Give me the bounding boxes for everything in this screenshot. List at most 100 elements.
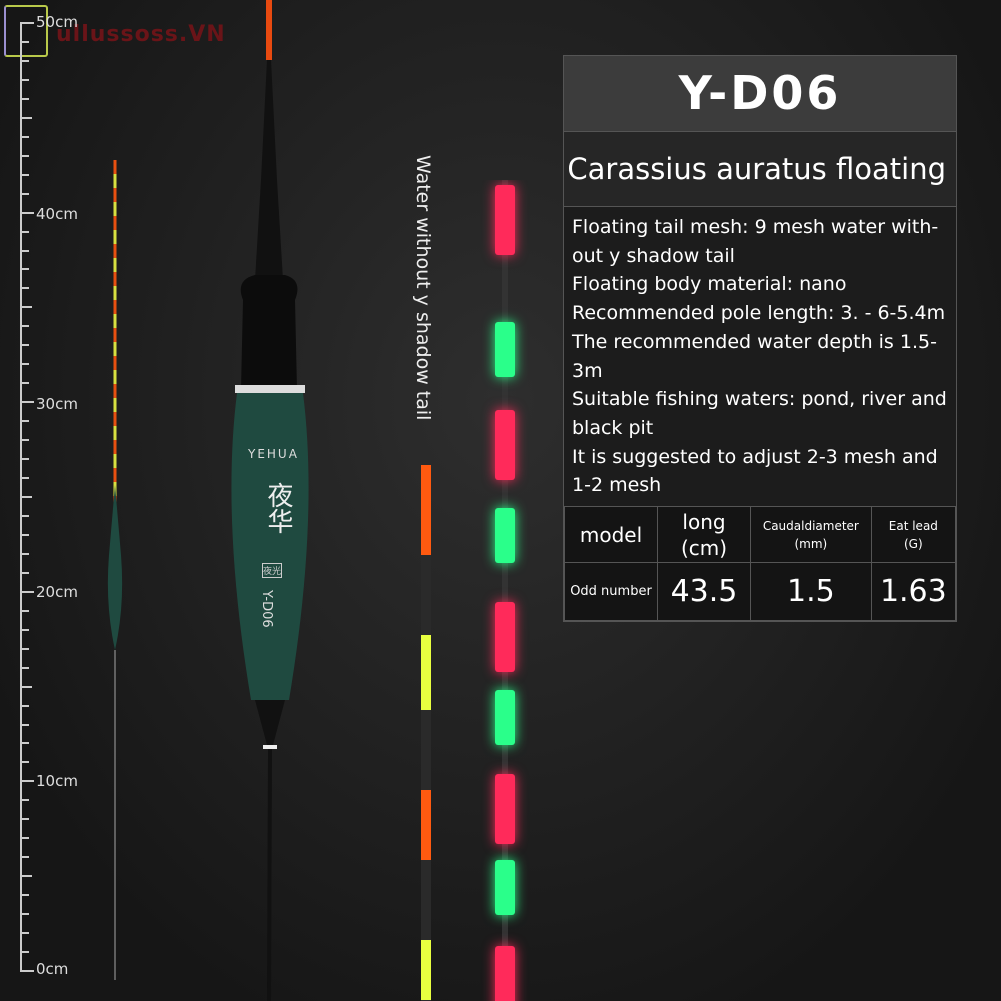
float-chinese-tag: 夜光 [262,563,283,578]
ruler-tick [20,818,29,821]
ruler-tick [20,552,29,555]
ruler-tick [20,78,29,81]
glow-segment [495,410,515,480]
float-model: Y-D06 [259,590,274,628]
glow-segment [495,508,515,563]
ruler-label: 30cm [36,395,78,413]
ruler-tick [20,609,29,612]
header-main: long [682,509,726,534]
ruler-tick [20,382,29,385]
spec-list: Floating tail mesh: 9 mesh water with-ou… [564,207,956,507]
glow-segment [495,185,515,255]
spec-item: Recommended pole length: 3. - 6-5.4m [572,302,946,325]
float-brand: YEHUA [248,447,299,461]
small-float-image [107,160,123,980]
ruler-label: 0cm [36,960,69,978]
ruler-tick [20,116,32,119]
cell-eat-lead: 1.63 [870,562,957,622]
ruler-label: 40cm [36,205,78,223]
ruler-tick [20,571,29,574]
large-float-image [231,0,309,1001]
ruler-tick [20,723,29,726]
ruler-tick [20,211,34,214]
ruler-tick [20,704,29,707]
ruler-tick [20,780,34,783]
spec-table: model long (cm) Caudaldiameter (mm) Eat le… [564,506,957,622]
ruler-tick [20,268,29,271]
tail-stick-image [421,450,431,1001]
ruler-tick [20,325,29,328]
ruler-tick [20,590,34,593]
ruler-tick [20,458,29,461]
spec-panel: Y-D06 Carassius auratus floating Floatin… [563,55,957,623]
header-long: long (cm) [657,506,751,564]
glow-segment [495,860,515,915]
ruler-tick [20,913,29,916]
ruler-tick [20,363,29,366]
ruler-tick [20,666,29,669]
tail-caption: Water without y shadow tail [412,155,434,421]
ruler-tick [20,40,29,43]
ruler-tick [20,837,29,840]
ruler-tick [20,344,29,347]
model-title: Y-D06 [564,56,956,132]
watermark: ullussoss.VN [56,22,226,47]
spec-item: It is suggested to adjust 2-3 mesh and 1… [572,445,938,497]
ruler-tick [20,799,29,802]
glow-segment [495,322,515,377]
header-caudal-diameter: Caudaldiameter (mm) [750,506,872,564]
glow-segment [495,774,515,844]
ruler-tick [20,287,29,290]
header-main: Caudaldiameter [762,518,859,533]
ruler-tick [20,477,29,480]
cell-caudal-diameter: 1.5 [750,562,872,622]
ruler-tick [20,135,29,138]
ruler-tick [20,514,29,517]
ruler-tick [20,230,29,233]
glow-segment [495,690,515,745]
cell-long: 43.5 [657,562,751,622]
ruler-tick [20,742,29,745]
ruler-tick [20,856,29,859]
ruler-label: 50cm [36,13,78,31]
header-model: model [564,506,658,564]
ruler-tick [20,761,29,764]
ruler-tick [20,628,29,631]
ruler-tick [20,647,29,650]
header-eat-lead: Eat lead (G) [870,506,957,564]
header-main: Eat lead [888,518,938,533]
ruler-tick [20,420,29,423]
ruler-tick [20,932,29,935]
ruler-tick [20,192,29,195]
spec-item: Suitable fishing waters: pond, river and… [572,388,947,439]
ruler-tick [20,951,29,954]
spec-item: Floating body material: nano [572,273,847,296]
ruler-tick [20,154,29,157]
float-chinese-name: 夜华 [263,482,293,534]
ruler-tick [20,685,32,688]
ruler-tick [20,59,29,62]
ruler-label: 20cm [36,583,78,601]
ruler-tick [20,875,32,878]
ruler-tick [20,970,34,972]
ruler-tick [20,173,29,176]
ruler-tick [20,97,29,100]
header-sub: (G) [904,536,923,551]
glowing-tail-image [495,180,515,1001]
ruler-tick [20,439,29,442]
ruler-tick [20,22,34,24]
glow-segment [495,946,515,1001]
ruler-tick [20,401,34,404]
bird-logo-icon [4,5,48,57]
glow-segment [495,602,515,672]
header-sub: (mm) [794,536,828,551]
ruler-tick [20,894,29,897]
product-subtitle: Carassius auratus floating [564,132,956,207]
spec-item: Floating tail mesh: 9 mesh water with-ou… [572,216,939,267]
cell-model: Odd number [564,562,658,622]
ruler-tick [20,306,32,309]
ruler-tick [20,496,32,498]
ruler-tick [20,249,29,252]
header-sub: (cm) [680,535,728,560]
ruler-tick [20,533,29,536]
